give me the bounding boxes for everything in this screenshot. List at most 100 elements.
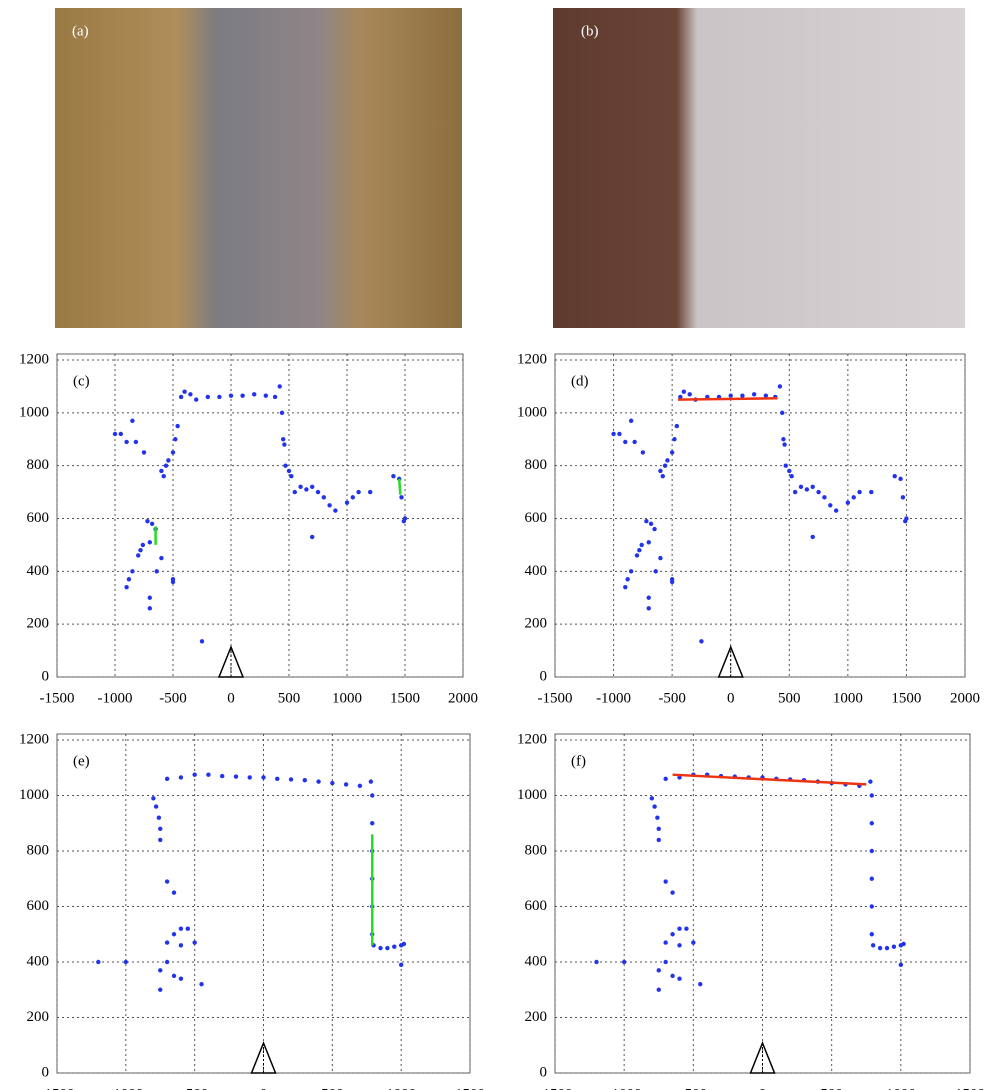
point [171, 450, 175, 454]
point [688, 392, 692, 396]
point [283, 463, 287, 467]
point [901, 495, 905, 499]
y-tick-label: 800 [27, 457, 50, 473]
point [158, 827, 162, 831]
point [158, 988, 162, 992]
x-tick-label: 500 [321, 1086, 344, 1090]
point [870, 904, 874, 908]
x-tick-label: 1000 [886, 1086, 916, 1090]
photo-label: (b) [581, 23, 599, 39]
point [159, 556, 163, 560]
point [172, 974, 176, 978]
point [399, 963, 403, 967]
point [310, 485, 314, 489]
x-tick-label: 0 [260, 1086, 268, 1090]
point [675, 424, 679, 428]
y-tick-label: 800 [525, 457, 548, 473]
point [899, 963, 903, 967]
point [172, 890, 176, 894]
fit-line [399, 479, 400, 495]
y-tick-label: 200 [525, 616, 548, 632]
point [691, 940, 695, 944]
point [287, 469, 291, 473]
point [857, 490, 861, 494]
point [632, 440, 636, 444]
point [289, 777, 293, 781]
point [369, 779, 373, 783]
point [179, 976, 183, 980]
y-tick-label: 600 [27, 510, 50, 526]
point [171, 580, 175, 584]
point [617, 432, 621, 436]
point [391, 474, 395, 478]
point [650, 796, 654, 800]
point [622, 960, 626, 964]
point [868, 779, 872, 783]
point [846, 500, 850, 504]
point [344, 782, 348, 786]
point [310, 535, 314, 539]
x-tick-label: 500 [778, 690, 801, 706]
x-tick-label: 1500 [955, 1086, 985, 1090]
point [665, 458, 669, 462]
point [781, 437, 785, 441]
x-tick-label: -500 [658, 690, 686, 706]
point [368, 490, 372, 494]
fit-line [678, 398, 778, 399]
x-tick-label: 0 [759, 1086, 767, 1090]
point [637, 548, 641, 552]
point [663, 940, 667, 944]
point [162, 474, 166, 478]
point [670, 890, 674, 894]
point [635, 553, 639, 557]
photo-b [553, 8, 965, 328]
panel-label: (f) [571, 753, 586, 769]
point [672, 437, 676, 441]
x-tick-label: -1500 [538, 1086, 573, 1090]
point [159, 469, 163, 473]
point [789, 474, 793, 478]
point [186, 927, 190, 931]
point [134, 440, 138, 444]
point [96, 960, 100, 964]
point [654, 569, 658, 573]
point [663, 879, 667, 883]
point [657, 968, 661, 972]
point [699, 639, 703, 643]
point [194, 397, 198, 401]
point [234, 774, 238, 778]
x-tick-label: 2000 [950, 690, 980, 706]
point [188, 392, 192, 396]
y-tick-label: 800 [525, 842, 548, 858]
point [166, 458, 170, 462]
x-tick-label: 1000 [386, 1086, 416, 1090]
point [136, 553, 140, 557]
point [330, 781, 334, 785]
y-tick-label: 0 [42, 1064, 50, 1080]
point [217, 395, 221, 399]
point [345, 500, 349, 504]
point [127, 577, 131, 581]
point [220, 774, 224, 778]
point [199, 982, 203, 986]
x-tick-label: -1000 [98, 690, 133, 706]
y-tick-label: 400 [27, 953, 50, 969]
point [898, 477, 902, 481]
y-tick-label: 400 [27, 563, 50, 579]
point [657, 838, 661, 842]
x-tick-label: -1500 [538, 690, 573, 706]
point [399, 495, 403, 499]
point [623, 585, 627, 589]
point [623, 440, 627, 444]
point [179, 943, 183, 947]
point [298, 485, 302, 489]
point [629, 419, 633, 423]
point [281, 437, 285, 441]
plot-frame [57, 354, 463, 677]
point [698, 982, 702, 986]
point [289, 474, 293, 478]
point [124, 585, 128, 589]
point [179, 927, 183, 931]
point [175, 424, 179, 428]
y-tick-label: 1000 [19, 787, 49, 803]
